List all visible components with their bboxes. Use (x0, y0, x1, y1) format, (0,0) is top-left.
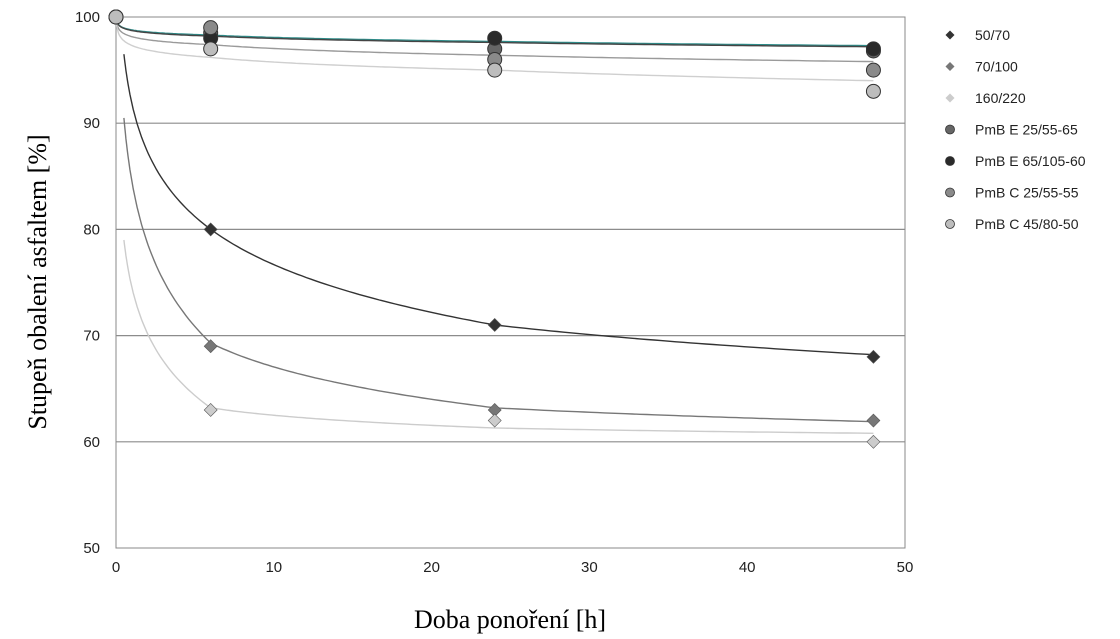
data-point (865, 83, 881, 99)
y-axis-title: Stupeň obalení asfaltem [%] (23, 134, 52, 429)
trendlines (115, 20, 874, 434)
legend: 50/70 70/100 160/220 PmB E 25/55-65 PmB E 65… (945, 27, 1086, 232)
y-tick-label: 90 (83, 115, 100, 132)
data-point (487, 62, 503, 78)
x-axis-title: Doba ponoření [h] (414, 605, 606, 634)
plot-area (115, 16, 906, 549)
legend-marker (945, 219, 955, 229)
trendline-6 (115, 24, 874, 82)
trendline-3 (115, 20, 874, 47)
trendline-2 (123, 239, 874, 434)
x-tick-label: 0 (112, 559, 120, 576)
data-point (203, 41, 219, 57)
x-tick-labels: 0 10 20 30 40 50 (112, 559, 914, 576)
data-point (865, 41, 881, 57)
data-point (866, 349, 881, 364)
legend-label: PmB E 65/105-60 (975, 153, 1086, 169)
trendline-4 (115, 20, 874, 48)
x-tick-label: 10 (265, 559, 282, 576)
y-tick-label: 80 (83, 221, 100, 238)
legend-marker (945, 156, 955, 166)
x-tick-label: 20 (423, 559, 440, 576)
data-point (866, 413, 881, 428)
x-tick-label: 40 (739, 559, 756, 576)
legend-marker (945, 62, 955, 71)
y-tick-label: 50 (83, 540, 100, 557)
y-tick-label: 100 (75, 9, 100, 26)
legend-label: 70/100 (975, 59, 1018, 75)
data-markers (108, 9, 881, 449)
legend-label: 50/70 (975, 27, 1010, 43)
x-tick-label: 50 (897, 559, 914, 576)
data-point (203, 222, 218, 237)
gridlines (116, 122, 905, 443)
legend-item: 50/70 (945, 27, 1010, 43)
data-point (487, 413, 502, 428)
legend-label: PmB E 25/55-65 (975, 122, 1078, 138)
legend-label: PmB C 45/80-50 (975, 216, 1079, 232)
trendline-5 (115, 22, 874, 63)
data-point (203, 403, 218, 417)
legend-marker (945, 187, 955, 198)
legend-marker (945, 93, 955, 103)
legend-item: PmB C 45/80-50 (945, 216, 1079, 232)
y-tick-label: 60 (83, 434, 100, 451)
x-tick-label: 30 (581, 559, 598, 576)
trendline-0 (123, 54, 874, 356)
data-point (487, 318, 502, 332)
data-point (108, 9, 124, 25)
data-point (865, 62, 881, 78)
y-tick-label: 70 (83, 328, 100, 345)
data-point (203, 20, 219, 36)
data-point (487, 30, 503, 46)
legend-item: PmB E 65/105-60 (945, 153, 1086, 169)
legend-item: PmB E 25/55-65 (945, 122, 1078, 138)
trendline-1 (123, 117, 874, 423)
legend-item: 160/220 (945, 90, 1026, 106)
legend-label: PmB C 25/55-55 (975, 185, 1079, 201)
y-tick-labels: 50 60 70 80 90 100 (75, 9, 100, 557)
legend-item: 70/100 (945, 59, 1018, 75)
legend-label: 160/220 (975, 90, 1026, 106)
legend-marker (945, 30, 955, 40)
legend-marker (945, 124, 955, 135)
legend-item: PmB C 25/55-55 (945, 185, 1079, 201)
data-point (203, 339, 218, 354)
data-point (866, 434, 881, 449)
